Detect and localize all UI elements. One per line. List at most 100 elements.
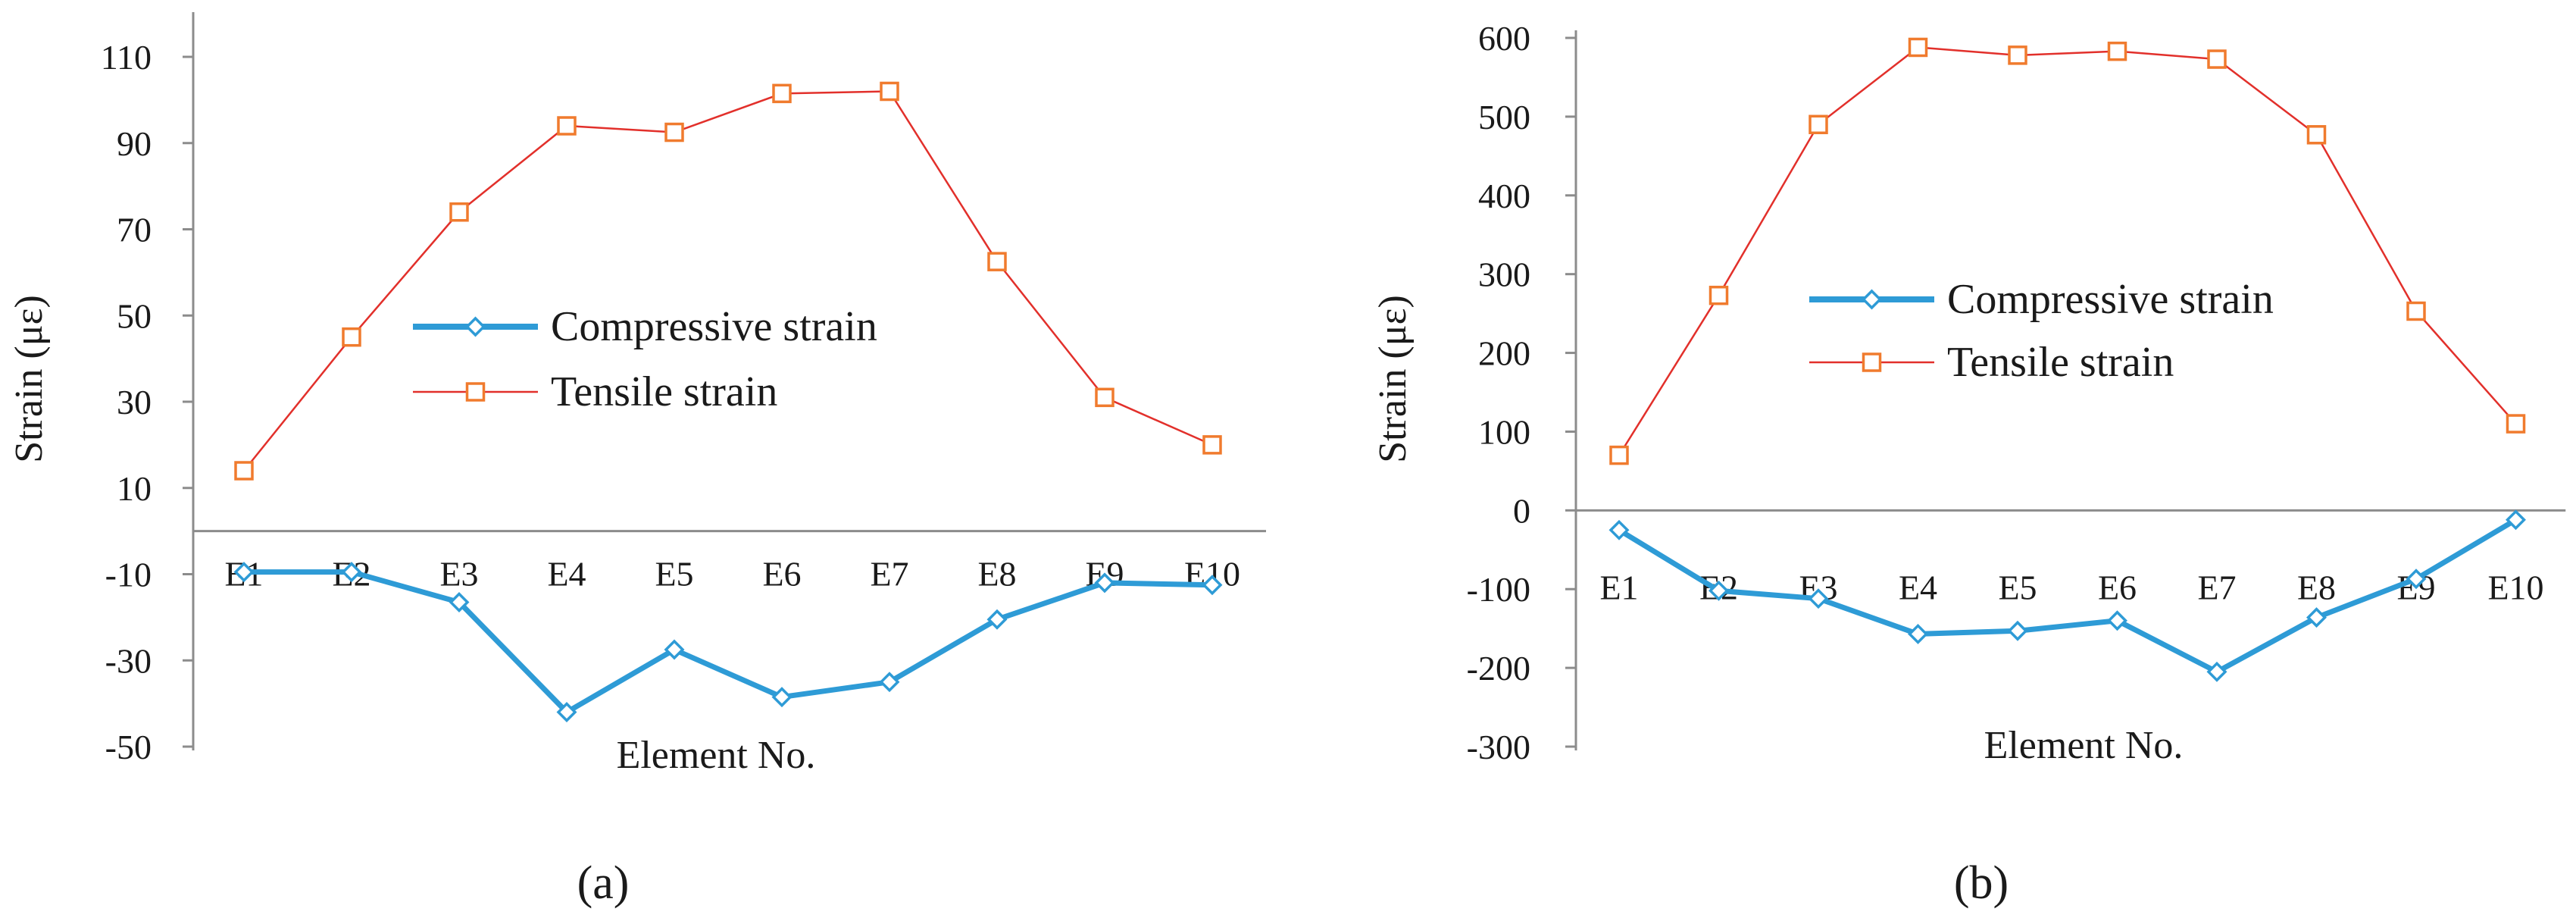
point-compressive-b [2306, 607, 2327, 628]
x-tick-label-a: E6 [762, 555, 801, 594]
panel-label-a: (a) [577, 857, 630, 909]
y-tick-label-a: -30 [105, 641, 152, 680]
y-tick-label-b: -300 [1467, 728, 1530, 766]
legend-a: Compressive strain Tensile strain [413, 303, 877, 415]
point-tensile-b [2506, 414, 2526, 434]
point-compressive-b [1908, 623, 1928, 644]
y-tick-label-a: 10 [117, 469, 152, 508]
point-compressive-a [1094, 572, 1115, 594]
point-tensile-b [2107, 41, 2127, 61]
legend-marker-tensile-b [1862, 352, 1882, 372]
legend-entry-tensile-b: Tensile strain [1809, 339, 2174, 386]
point-tensile-b [1908, 37, 1928, 58]
point-tensile-a [1202, 435, 1222, 455]
point-compressive-a [341, 562, 362, 583]
point-compressive-b [2406, 568, 2427, 590]
point-tensile-b [2008, 45, 2027, 65]
point-compressive-a [556, 702, 577, 722]
y-ticks-a: 110 90 70 50 30 10 -10 -30 -50 [101, 38, 193, 766]
point-tensile-a [557, 116, 577, 136]
point-compressive-b [2007, 620, 2028, 641]
point-tensile-b [1708, 285, 1729, 305]
point-compressive-b [2206, 661, 2227, 682]
y-tick-label-b: 500 [1478, 98, 1530, 136]
x-tick-label-b: E6 [2098, 568, 2137, 606]
x-tick-label-b: E1 [1599, 568, 1638, 606]
legend-marker-compressive-b [1862, 289, 1882, 310]
y-tick-label-b: 100 [1478, 412, 1530, 451]
y-tick-label-a: 90 [117, 124, 152, 163]
point-tensile-a [449, 202, 469, 222]
series-line-tensile-b [1618, 46, 2517, 456]
y-tick-label-a: -10 [105, 556, 152, 594]
point-tensile-b [2406, 301, 2426, 321]
legend-marker-compressive-a [465, 316, 486, 337]
y-tick-label-b: 0 [1513, 491, 1530, 530]
point-tensile-a [1095, 387, 1114, 408]
legend-b: Compressive strain Tensile strain [1809, 276, 2274, 386]
point-tensile-b [2207, 49, 2227, 69]
point-compressive-b [2506, 509, 2526, 531]
y-tick-label-a: 70 [117, 211, 152, 249]
x-tick-label-a: E4 [547, 555, 586, 594]
series-line-compressive-b [1618, 517, 2518, 675]
x-tick-labels-b: E1E2E3E4E5E6E7E8E9E10 [1599, 568, 2543, 606]
y-tick-label-b: -200 [1467, 649, 1530, 688]
y-tick-label-b: 600 [1478, 19, 1530, 58]
y-tick-label-a: 50 [117, 296, 152, 335]
point-compressive-a [449, 591, 470, 612]
x-tick-label-b: E7 [2197, 568, 2236, 606]
point-tensile-b [1609, 445, 1629, 465]
point-compressive-b [1808, 588, 1829, 609]
legend-label-compressive-a: Compressive strain [551, 303, 877, 350]
y-tick-label-a: -50 [105, 728, 152, 766]
series-group-b [1608, 37, 2526, 682]
series-line-tensile-a [243, 90, 1213, 471]
point-compressive-b [2107, 610, 2127, 631]
point-compressive-a [664, 639, 685, 660]
x-tick-label-a: E8 [977, 555, 1016, 594]
legend-label-tensile-b: Tensile strain [1947, 339, 2174, 386]
legend-entry-tensile-a: Tensile strain [413, 368, 777, 415]
series-group-a [233, 81, 1223, 722]
point-compressive-a [1202, 575, 1223, 596]
point-tensile-a [342, 327, 361, 347]
point-tensile-a [987, 252, 1007, 271]
point-compressive-a [986, 609, 1008, 630]
point-tensile-a [880, 81, 899, 102]
point-tensile-a [234, 461, 254, 481]
x-tick-label-b: E5 [1998, 568, 2037, 606]
point-tensile-b [1809, 114, 1828, 135]
y-axis-title-a: Strain (με) [8, 295, 51, 463]
point-tensile-a [772, 83, 792, 104]
y-tick-label-b: -100 [1467, 570, 1530, 609]
x-tick-label-a: E7 [870, 555, 908, 594]
legend-label-tensile-a: Tensile strain [551, 368, 777, 415]
point-compressive-a [233, 562, 255, 583]
legend-entry-compressive-b: Compressive strain [1809, 276, 2274, 323]
point-tensile-b [2306, 125, 2327, 145]
point-compressive-b [1608, 519, 1630, 540]
x-axis-title-b: Element No. [1984, 724, 2184, 767]
x-tick-label-b: E4 [1899, 568, 1937, 606]
legend-marker-tensile-a [465, 382, 486, 402]
x-tick-label-b: E10 [2487, 568, 2543, 606]
legend-label-compressive-b: Compressive strain [1947, 276, 2274, 323]
series-line-compressive-a [244, 569, 1213, 715]
y-tick-label-a: 110 [101, 38, 152, 77]
point-compressive-b [1708, 580, 1729, 601]
y-tick-label-a: 30 [117, 383, 152, 421]
x-tick-label-a: E5 [655, 555, 693, 594]
y-ticks-b: 600 500 400 300 200 100 0 -100 -200 -300 [1467, 19, 1576, 766]
point-compressive-a [879, 672, 900, 693]
point-compressive-a [771, 687, 792, 708]
x-axis-title-a: Element No. [617, 734, 816, 777]
point-tensile-a [664, 122, 684, 143]
legend-entry-compressive-a: Compressive strain [413, 303, 877, 350]
y-tick-label-b: 200 [1478, 334, 1530, 373]
x-tick-label-b: E8 [2297, 568, 2336, 606]
panel-label-b: (b) [1954, 857, 2009, 909]
